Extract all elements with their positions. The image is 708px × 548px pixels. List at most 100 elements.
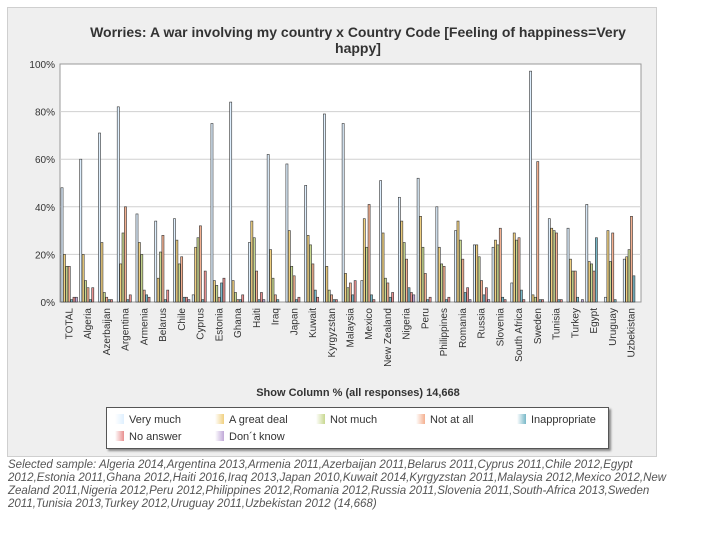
bar [140,254,144,303]
bar [454,230,457,303]
bar [573,270,577,303]
bar [128,294,132,303]
bar [292,275,296,303]
legend-item[interactable]: Not much [316,414,377,426]
bar [341,123,345,303]
bar [269,249,272,303]
bar [412,294,416,303]
bar [260,292,263,303]
y-tick-label: 80% [35,108,55,119]
bar [501,296,505,303]
bar [65,265,69,303]
bar [332,299,336,303]
bar [142,289,146,303]
bar [531,294,535,303]
x-tick-label: Azerbaijan [102,308,113,355]
bar [210,123,214,303]
x-tick-label: Chile [177,308,188,331]
bar [351,294,355,303]
bar [295,299,298,303]
chart-title: Worries: A war involving my country x Co… [90,24,626,56]
bar [173,218,176,303]
x-tick-label: Tunisia [552,308,563,340]
bar [191,294,195,303]
y-tick-label: 100% [29,60,55,71]
bar [234,292,237,303]
bar [512,232,516,303]
legend-label: Don´t know [229,431,285,443]
bar [484,287,488,303]
legend-item[interactable]: A great deal [215,414,288,426]
chart-legend: Very much A great deal Not much Not at all I… [106,407,609,449]
bar [534,296,537,303]
legend-swatch [115,414,124,424]
legend-item[interactable]: Don´t know [215,431,285,443]
legend-item[interactable]: Inappropriate [517,414,596,426]
x-tick-label: Nigeria [402,308,413,340]
legend-label: Not at all [430,414,474,426]
bar [592,270,596,303]
bar [220,282,223,303]
x-tick-label: Sweden [533,308,544,344]
bar [407,287,411,303]
bar [327,289,331,303]
bar [304,185,308,303]
bar [510,282,514,303]
bar [475,244,479,303]
bar [459,239,462,303]
legend-item[interactable]: Very much [115,414,181,426]
bar [541,299,544,303]
x-tick-label: New Zealand [383,308,394,367]
x-tick-label: Belarus [158,308,169,342]
legend-swatch [215,414,224,424]
bar [213,280,216,303]
bar [185,296,188,303]
bar [472,244,476,303]
bar [367,204,371,303]
bar [241,294,245,303]
legend-swatch [215,431,224,441]
y-tick-label: 40% [35,203,55,214]
bar [536,161,540,303]
bar [325,265,329,303]
bar [529,70,532,303]
bar [622,258,626,303]
bar [360,280,364,303]
bar [494,239,497,303]
bar [571,270,575,303]
bar [442,265,446,303]
bar [416,177,420,303]
bar [522,299,526,303]
legend-label: Inappropriate [531,414,596,426]
bar [75,296,78,303]
y-tick-label: 20% [35,250,55,261]
bar [466,287,469,303]
bar [316,296,320,303]
bar [437,246,441,303]
bar [217,296,221,303]
bar [330,294,333,303]
legend-item[interactable]: No answer [115,431,182,443]
bar [203,270,207,303]
bar [625,256,629,303]
x-tick-label: Turkey [570,308,581,338]
bar [72,296,76,303]
bar [400,220,404,303]
bar [555,232,558,303]
bar [627,249,631,303]
bar [362,218,366,303]
bar [102,292,106,303]
bar [611,232,615,303]
bar [119,263,122,303]
bar [248,242,251,303]
bar [166,289,170,303]
bar [353,280,357,303]
bar [177,263,181,303]
legend-item[interactable]: Not at all [416,414,473,426]
bar [89,299,92,303]
bar [86,287,90,303]
bar [566,227,570,303]
x-tick-label: Romania [458,308,469,348]
bar [423,273,427,303]
x-tick-label: Peru [420,308,431,329]
